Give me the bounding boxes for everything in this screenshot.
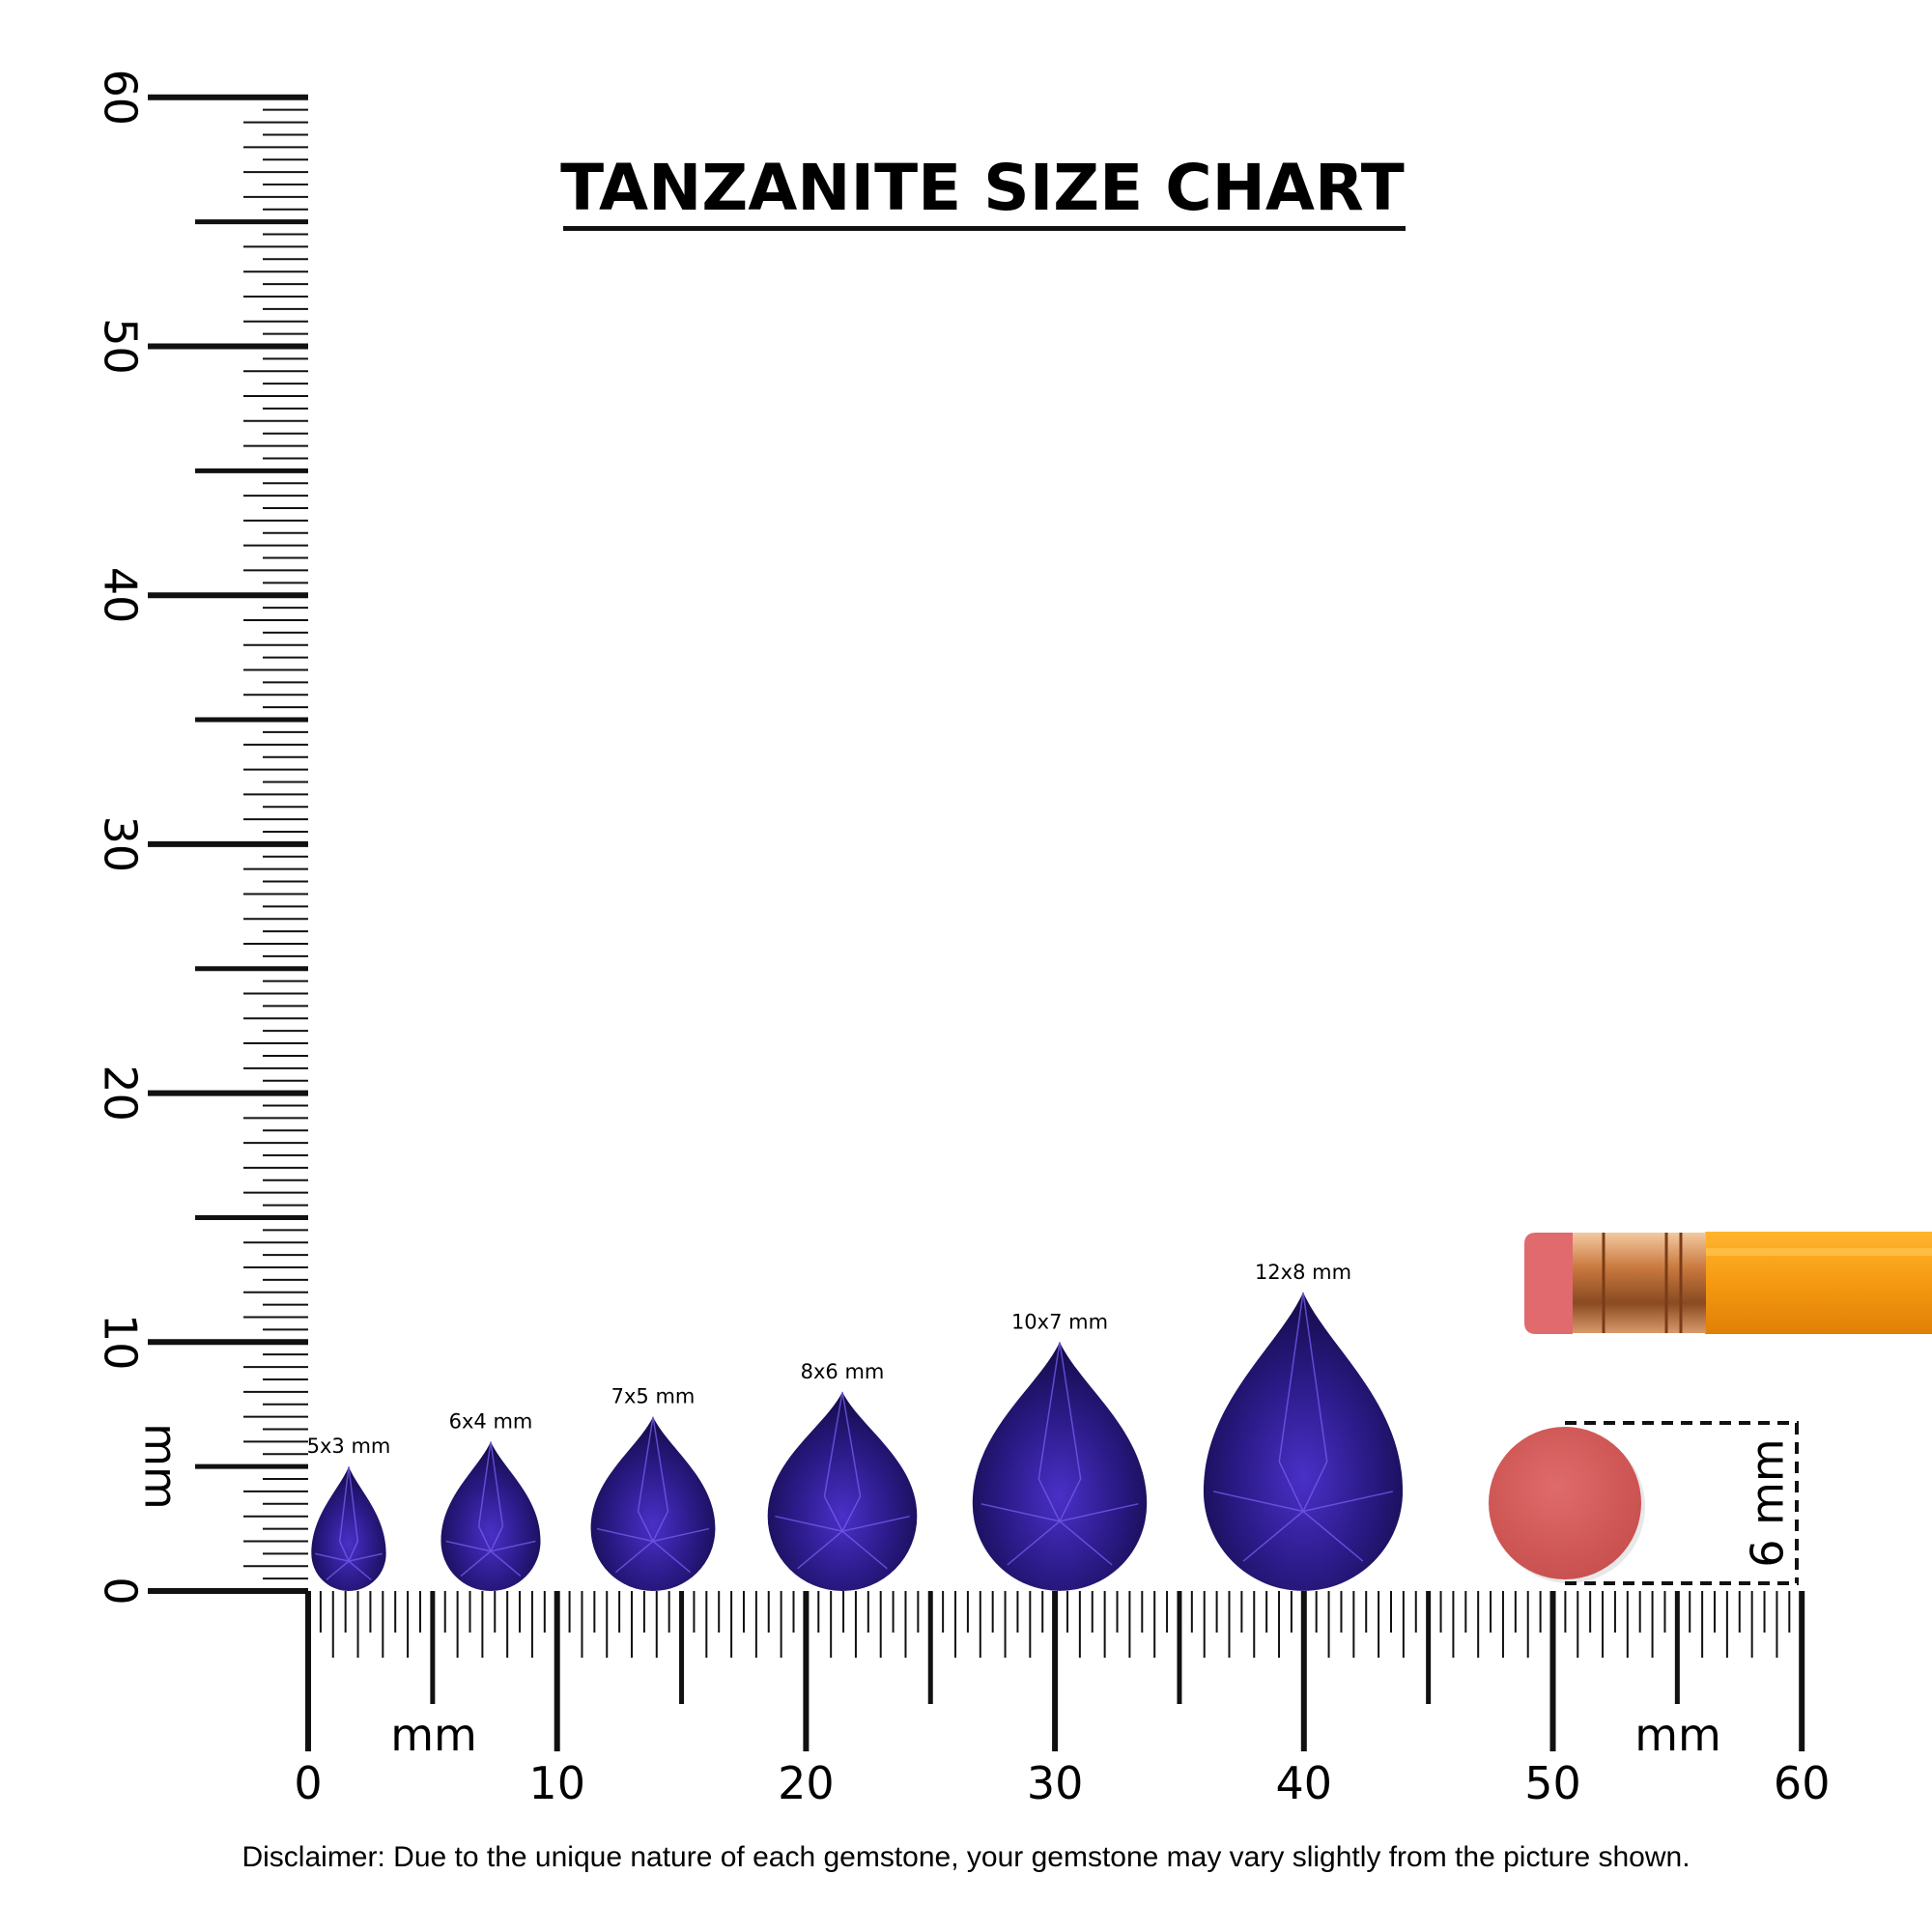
pencil-stripe — [1705, 1248, 1932, 1256]
gem-label: 5x3 mm — [307, 1435, 391, 1458]
tick-label: 40 — [95, 567, 147, 624]
gem-label: 7x5 mm — [611, 1385, 696, 1408]
gem-facets — [596, 1416, 710, 1574]
unit-label: mm — [135, 1423, 187, 1510]
gem-facets — [775, 1391, 910, 1570]
tick-label: 20 — [778, 1757, 835, 1809]
gem-facets — [315, 1466, 383, 1580]
gem-label: 12x8 mm — [1255, 1261, 1351, 1284]
tick-label: 10 — [528, 1757, 585, 1809]
unit-label: mm — [1634, 1709, 1721, 1761]
disclaimer: Disclaimer: Due to the unique nature of … — [242, 1841, 1690, 1873]
pencil-ferrule — [1569, 1233, 1706, 1333]
gem-label: 8x6 mm — [801, 1360, 885, 1383]
gem — [311, 1466, 386, 1591]
unit-label: mm — [390, 1709, 477, 1761]
gem-facets — [1213, 1292, 1393, 1562]
horizontal-ruler: 0 10 20 30 40 50 60 mm mm — [294, 1591, 1830, 1809]
gem — [590, 1416, 716, 1591]
tick-label: 30 — [1027, 1757, 1084, 1809]
gem-facets — [980, 1342, 1139, 1566]
gem-facets — [445, 1441, 536, 1577]
pencil — [1524, 1232, 1932, 1334]
eraser-circle — [1489, 1427, 1641, 1579]
title-underline — [563, 226, 1406, 231]
vertical-ruler: 0 10 20 30 40 50 60 mm — [95, 70, 308, 1605]
gem — [440, 1441, 541, 1591]
gems: 5x3 mm 6x4 mm 7x5 mm 8x6 mm 10x7 mm 12x8 mm — [307, 1261, 1404, 1591]
gem — [767, 1391, 918, 1591]
gem-label: 10x7 mm — [1011, 1310, 1108, 1333]
gem — [1203, 1292, 1404, 1591]
tick-label: 60 — [95, 70, 147, 127]
gem-label: 6x4 mm — [449, 1409, 533, 1433]
tick-label: 10 — [95, 1314, 147, 1371]
eraser-label: 6 mm — [1742, 1438, 1794, 1568]
tick-label: 30 — [95, 816, 147, 873]
gem — [972, 1342, 1148, 1591]
tick-label: 20 — [95, 1065, 147, 1122]
eraser-dimension — [1565, 1421, 1799, 1585]
tick-label: 40 — [1276, 1757, 1333, 1809]
tick-label: 50 — [1524, 1757, 1581, 1809]
tick-label: 0 — [95, 1577, 147, 1605]
title: TANZANITE SIZE CHART — [560, 151, 1405, 225]
tick-label: 60 — [1774, 1757, 1831, 1809]
pencil-eraser — [1524, 1233, 1573, 1334]
pencil-body — [1705, 1232, 1932, 1334]
tick-label: 50 — [95, 318, 147, 375]
tick-label: 0 — [294, 1757, 322, 1809]
